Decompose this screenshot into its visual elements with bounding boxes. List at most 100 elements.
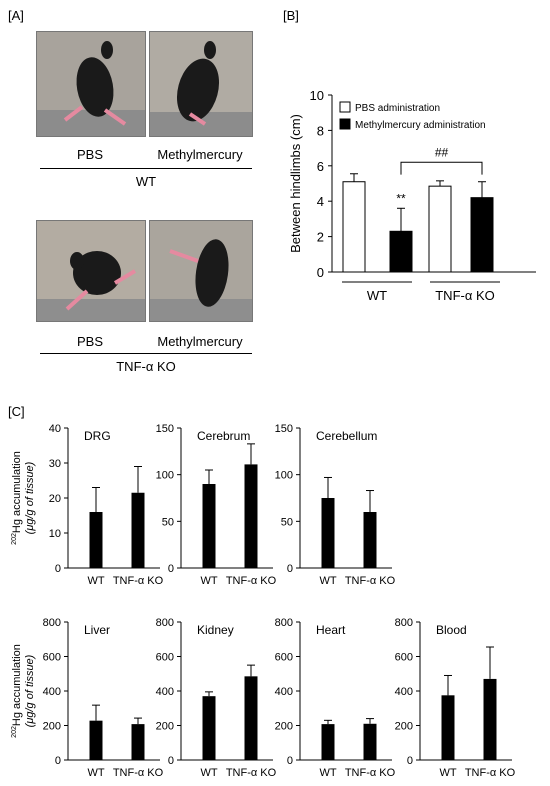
- bar: [483, 678, 497, 760]
- y-tick-label: 0: [168, 563, 174, 575]
- y-tick-label: 10: [49, 528, 61, 540]
- hindlimb-chart: 0 2 4 6 8 10 Between hindlimbs (cm) PBS adminis…: [288, 88, 536, 303]
- y-tick-label: 200: [43, 721, 61, 733]
- bar: [131, 724, 145, 760]
- y-tick-label: 0: [407, 755, 413, 767]
- x-tick-label: TNF-α KO: [465, 767, 516, 779]
- x-tick-label: TNF-α KO: [226, 767, 277, 779]
- legend-label: Methylmercury administration: [355, 120, 486, 131]
- x-tick-label: WT: [200, 575, 217, 587]
- chart-title: DRG: [84, 429, 111, 443]
- y-tick-label: 800: [156, 617, 174, 629]
- photo-wt-methylmercury: [149, 31, 253, 137]
- chart-title: Blood: [436, 623, 467, 637]
- caption-wt-group: WT: [135, 174, 157, 189]
- y-tick-label: 0: [55, 755, 61, 767]
- y-tick-label: 0: [287, 563, 293, 575]
- bar: [363, 723, 377, 760]
- y-tick-label: 4: [317, 194, 324, 209]
- y-tick-label: 30: [49, 458, 61, 470]
- legend-swatch: [339, 118, 351, 130]
- caption-ko-pbs: PBS: [76, 334, 103, 349]
- bar: [428, 185, 452, 273]
- y-tick-label: 400: [43, 686, 61, 698]
- y-tick-label: 200: [156, 721, 174, 733]
- y-tick-label: 800: [395, 617, 413, 629]
- legend-label: PBS administration: [355, 103, 440, 114]
- x-tick-label: TNF-α KO: [345, 767, 396, 779]
- x-tick-label: TNF-α KO: [226, 575, 277, 587]
- bar: [342, 181, 366, 273]
- caption-wt-pbs: PBS: [76, 147, 103, 162]
- bar: [89, 720, 103, 760]
- bar: [202, 696, 216, 760]
- panel-a-label: [A]: [8, 8, 24, 23]
- y-tick-label: 50: [281, 516, 293, 528]
- chart-title: Cerebrum: [197, 429, 250, 443]
- caption-ko-group: TNF-α KO: [116, 359, 176, 374]
- bar: [321, 724, 335, 760]
- y-tick-label: 400: [395, 686, 413, 698]
- x-tick-label: TNF-α KO: [113, 767, 164, 779]
- y-axis-label: 202Hg accumulation (μg/g of tissue): [11, 451, 36, 545]
- y-tick-label: 600: [156, 652, 174, 664]
- svg-text:(μg/g of tissue): (μg/g of tissue): [24, 654, 36, 727]
- wt-group-rule: [40, 168, 252, 169]
- bar: [244, 464, 258, 568]
- legend-swatch: [339, 101, 351, 113]
- y-tick-label: 600: [275, 652, 293, 664]
- chart-title: Heart: [316, 623, 346, 637]
- svg-text:(μg/g of tissue): (μg/g of tissue): [24, 461, 36, 534]
- x-tick-label: WT: [87, 575, 104, 587]
- svg-text:202Hg accumulation: 202Hg accumulation: [11, 644, 23, 738]
- x-tick-label: TNF-α KO: [113, 575, 164, 587]
- y-tick-label: 800: [43, 617, 61, 629]
- ko-group-rule: [40, 353, 252, 354]
- y-tick-label: 400: [275, 686, 293, 698]
- y-tick-label: 600: [395, 652, 413, 664]
- significance-annotation: ##: [435, 145, 449, 159]
- y-tick-label: 2: [317, 230, 324, 245]
- y-tick-label: 150: [156, 423, 174, 435]
- photo-wt-pbs: [36, 31, 146, 137]
- chart-title: Cerebellum: [316, 429, 377, 443]
- x-tick-label: WT: [200, 767, 217, 779]
- y-tick-label: 400: [156, 686, 174, 698]
- bar: [321, 498, 335, 568]
- caption-ko-methylmercury: Methylmercury: [157, 334, 243, 349]
- y-tick-label: 0: [287, 755, 293, 767]
- x-tick-label: WT: [439, 767, 456, 779]
- y-tick-label: 200: [395, 721, 413, 733]
- hg-accumulation-charts: 202Hg accumulation (μg/g of tissue)202Hg …: [11, 423, 516, 779]
- y-tick-label: 0: [168, 755, 174, 767]
- bar: [131, 492, 145, 568]
- svg-text:202Hg accumulation: 202Hg accumulation: [11, 451, 23, 545]
- significance-annotation: **: [396, 191, 406, 205]
- bar: [202, 484, 216, 568]
- photo-ko-pbs: [36, 220, 146, 322]
- photo-ko-methylmercury: [149, 220, 253, 322]
- y-axis-label: 202Hg accumulation (μg/g of tissue): [11, 644, 36, 738]
- y-tick-label: 200: [275, 721, 293, 733]
- panel-c-label: [C]: [8, 404, 25, 419]
- y-tick-label: 100: [156, 470, 174, 482]
- y-tick-label: 6: [317, 159, 324, 174]
- y-tick-label: 10: [310, 88, 324, 103]
- bar: [470, 197, 494, 273]
- y-tick-label: 100: [275, 470, 293, 482]
- x-tick-label: WT: [319, 767, 336, 779]
- x-tick-label: WT: [319, 575, 336, 587]
- y-tick-label: 0: [317, 265, 324, 280]
- y-tick-label: 8: [317, 123, 324, 138]
- y-tick-label: 50: [162, 516, 174, 528]
- bar: [389, 230, 413, 273]
- chart-title: Liver: [84, 623, 110, 637]
- y-tick-label: 20: [49, 493, 61, 505]
- caption-wt-methylmercury: Methylmercury: [157, 147, 243, 162]
- group-label: TNF-α KO: [435, 288, 495, 303]
- bar: [363, 512, 377, 568]
- y-tick-label: 600: [43, 652, 61, 664]
- x-tick-label: TNF-α KO: [345, 575, 396, 587]
- y-tick-label: 0: [55, 563, 61, 575]
- significance-bracket: [400, 161, 483, 175]
